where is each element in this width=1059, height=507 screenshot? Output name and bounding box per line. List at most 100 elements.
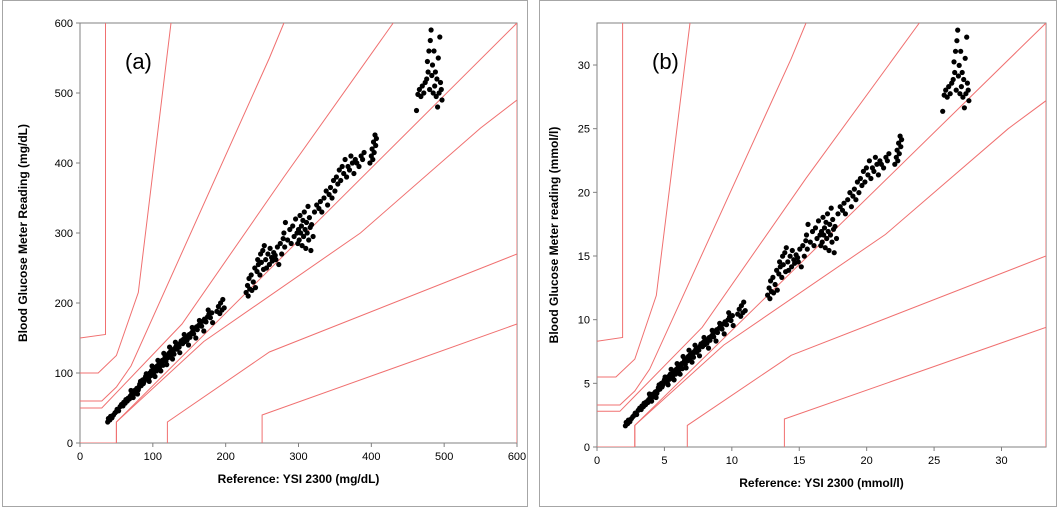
- data-point: [830, 216, 836, 223]
- data-point: [351, 170, 357, 177]
- y-tick-label: 25: [578, 124, 590, 136]
- data-point: [812, 225, 819, 231]
- data-point: [943, 87, 949, 93]
- x-axis-label: Reference: YSI 2300 (mmol/l): [739, 476, 904, 490]
- data-point: [649, 398, 655, 404]
- data-point: [726, 310, 732, 316]
- data-point: [966, 98, 972, 104]
- data-point: [711, 334, 717, 340]
- y-tick-label: 5: [584, 378, 590, 390]
- x-tick-label: 10: [726, 455, 738, 467]
- data-points: [105, 27, 445, 425]
- data-point: [767, 296, 773, 302]
- data-point: [143, 371, 149, 377]
- data-point: [274, 244, 280, 250]
- data-point: [842, 211, 848, 217]
- y-tick-label: 0: [584, 442, 590, 454]
- data-point: [149, 363, 155, 369]
- data-point: [432, 83, 438, 89]
- data-point: [130, 394, 136, 401]
- data-point: [653, 394, 659, 401]
- data-point: [741, 299, 747, 305]
- data-point: [787, 253, 793, 259]
- data-point: [367, 160, 373, 166]
- x-tick-label: 25: [928, 455, 940, 467]
- data-point: [770, 274, 776, 280]
- data-point: [730, 322, 736, 329]
- data-point: [777, 259, 783, 265]
- data-point: [680, 353, 686, 360]
- data-point: [789, 264, 795, 270]
- data-point: [207, 315, 213, 321]
- data-point: [203, 319, 209, 325]
- data-point: [871, 168, 877, 174]
- data-point: [851, 186, 857, 192]
- x-tick-label: 5: [661, 455, 667, 467]
- data-point: [338, 177, 344, 184]
- data-point: [820, 214, 826, 220]
- data-point: [961, 105, 967, 111]
- chart-a-svg: 0 100 200 300 400 500 600 0 100 200 300 400 500 600 Re…: [16, 18, 526, 486]
- data-point: [424, 76, 430, 82]
- data-point: [821, 232, 827, 238]
- y-tick-label: 400: [55, 158, 73, 170]
- data-point: [860, 168, 866, 174]
- data-point: [293, 216, 299, 222]
- data-point: [221, 305, 227, 311]
- data-point: [128, 387, 134, 394]
- data-point: [263, 257, 269, 263]
- data-points: [622, 27, 972, 429]
- chart-panel-b: 0 5 10 15 20 25 30 0 5 10 15 20 25 30 Reference: YSI 2…: [539, 0, 1057, 507]
- data-point: [801, 253, 807, 259]
- data-point: [164, 362, 170, 368]
- data-point: [189, 324, 195, 331]
- y-tick-label: 15: [578, 251, 590, 263]
- data-point: [335, 181, 341, 187]
- data-point: [191, 331, 197, 337]
- data-point: [185, 342, 192, 348]
- data-point: [257, 272, 263, 278]
- data-point: [954, 38, 960, 44]
- data-point: [780, 262, 786, 268]
- zone-boundary-line: [80, 23, 106, 339]
- data-point: [782, 250, 788, 256]
- data-point: [729, 313, 735, 319]
- data-point: [316, 205, 322, 212]
- data-point: [854, 179, 860, 185]
- data-point: [306, 215, 312, 221]
- data-point: [847, 190, 853, 196]
- data-point: [296, 237, 302, 243]
- data-point: [342, 156, 348, 163]
- data-point: [850, 193, 856, 199]
- data-point: [803, 238, 809, 244]
- data-point: [258, 259, 264, 265]
- data-point: [946, 84, 952, 90]
- data-point: [827, 232, 834, 238]
- data-point: [431, 48, 437, 54]
- data-point: [884, 158, 890, 164]
- data-point: [824, 211, 831, 217]
- data-point: [429, 72, 435, 79]
- data-point: [833, 235, 840, 242]
- data-point: [438, 86, 444, 93]
- data-point: [435, 55, 441, 61]
- data-point: [140, 380, 146, 387]
- data-point: [634, 411, 640, 418]
- data-point: [958, 48, 964, 54]
- data-point: [899, 137, 905, 143]
- error-grid-zones: [597, 23, 1046, 447]
- data-point: [895, 158, 901, 164]
- x-tick-label: 400: [362, 451, 380, 463]
- data-point: [371, 149, 377, 156]
- data-point: [701, 334, 707, 341]
- data-point: [811, 243, 817, 249]
- data-point: [116, 408, 122, 414]
- data-point: [841, 200, 847, 206]
- data-point: [310, 233, 316, 240]
- data-point: [430, 90, 436, 96]
- data-point: [668, 366, 674, 372]
- data-point: [424, 58, 430, 65]
- data-point: [373, 135, 379, 142]
- data-point: [896, 151, 902, 157]
- data-point: [339, 163, 345, 170]
